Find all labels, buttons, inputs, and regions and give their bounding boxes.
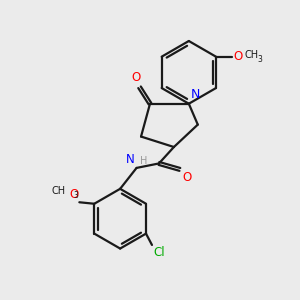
- Text: O: O: [69, 188, 78, 201]
- Text: 3: 3: [73, 191, 78, 200]
- Text: N: N: [191, 88, 201, 101]
- Text: CH: CH: [52, 186, 66, 196]
- Text: O: O: [234, 50, 243, 63]
- Text: H: H: [140, 155, 147, 166]
- Text: O: O: [131, 71, 141, 84]
- Text: N: N: [126, 152, 135, 166]
- Text: O: O: [183, 171, 192, 184]
- Text: Cl: Cl: [154, 247, 165, 260]
- Text: CH: CH: [245, 50, 259, 60]
- Text: 3: 3: [257, 55, 262, 64]
